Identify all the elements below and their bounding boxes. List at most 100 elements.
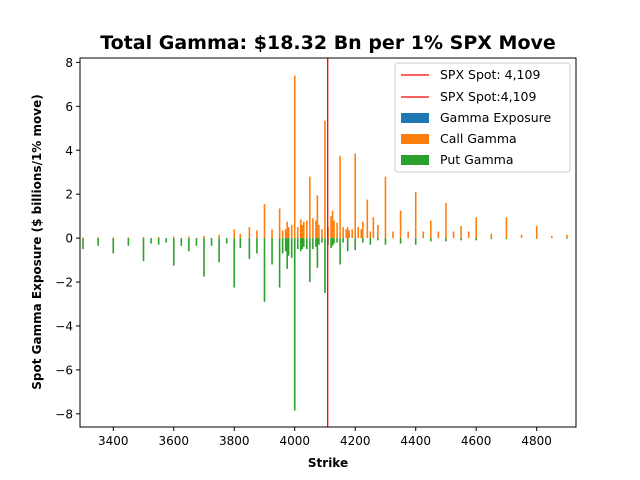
put-gamma-bar — [336, 238, 338, 243]
call-gamma-bar — [293, 75, 296, 239]
call-gamma-bar — [278, 208, 281, 239]
legend-label-call-gamma: Call Gamma — [440, 131, 517, 146]
call-gamma-bar — [309, 176, 311, 239]
call-gamma-bar — [263, 204, 266, 239]
put-gamma-bar — [278, 238, 281, 288]
put-gamma-bar — [475, 238, 477, 241]
put-gamma-bar — [296, 238, 299, 250]
chart-title: Total Gamma: $18.32 Bn per 1% SPX Move — [100, 32, 556, 54]
put-gamma-bar — [414, 238, 417, 245]
call-gamma-bar — [306, 220, 308, 239]
y-tick-label: −2 — [55, 276, 73, 290]
put-gamma-bar — [287, 238, 290, 256]
call-gamma-bar — [172, 236, 175, 239]
legend-label-spot-2: SPX Spot:4,109 — [440, 89, 536, 104]
put-gamma-bar — [333, 238, 335, 244]
put-gamma-bar — [566, 238, 568, 239]
call-gamma-bar — [203, 235, 205, 239]
put-gamma-bar — [293, 238, 296, 411]
x-tick-label: 4600 — [461, 434, 492, 448]
call-gamma-bar — [316, 195, 319, 239]
put-gamma-bar — [303, 238, 305, 247]
call-gamma-bar — [520, 234, 523, 239]
call-gamma-bar — [248, 227, 251, 239]
x-tick-label: 4800 — [521, 434, 552, 448]
put-gamma-bar — [331, 238, 334, 246]
call-gamma-bar — [233, 229, 236, 239]
call-gamma-bar — [281, 230, 284, 239]
call-gamma-bar — [490, 233, 493, 239]
put-gamma-bar — [306, 238, 308, 250]
y-tick-label: −8 — [55, 407, 73, 421]
put-gamma-bar — [271, 238, 273, 265]
call-gamma-bar — [475, 217, 477, 239]
put-gamma-bar — [284, 238, 287, 252]
call-gamma-bar — [551, 235, 553, 239]
put-gamma-bar — [127, 238, 130, 246]
legend-label-put-gamma: Put Gamma — [440, 152, 513, 167]
put-gamma-bar — [535, 238, 538, 239]
call-gamma-bar — [112, 237, 115, 239]
call-gamma-bar — [321, 229, 323, 239]
call-gamma-bar — [82, 237, 84, 239]
put-gamma-bar — [384, 238, 387, 245]
call-gamma-bar — [346, 227, 349, 239]
call-gamma-bar — [407, 231, 409, 239]
call-gamma-bar — [157, 237, 160, 239]
call-gamma-bar — [333, 220, 335, 239]
call-gamma-bar — [331, 210, 334, 239]
put-gamma-bar — [248, 238, 251, 259]
call-gamma-bar — [299, 219, 302, 239]
call-gamma-bar — [361, 221, 364, 239]
legend: SPX Spot: 4,109 SPX Spot:4,109 Gamma Exp… — [394, 62, 571, 173]
call-gamma-bar — [315, 220, 317, 239]
put-gamma-bar — [312, 238, 314, 250]
call-gamma-bar — [460, 226, 462, 239]
put-gamma-bar — [361, 238, 364, 243]
y-axis-label: Spot Gamma Exposure ($ billions/1% move) — [30, 94, 44, 389]
call-gamma-bar — [256, 230, 258, 239]
put-gamma-bar — [210, 238, 213, 246]
put-gamma-bar — [301, 238, 304, 250]
call-gamma-bar — [142, 237, 145, 239]
put-gamma-bar — [309, 238, 311, 283]
put-gamma-bar — [157, 238, 160, 245]
call-gamma-bar — [318, 224, 320, 239]
put-gamma-bar — [377, 238, 379, 241]
legend-swatch-put-gamma — [401, 155, 429, 165]
put-gamma-bar — [342, 238, 344, 243]
call-gamma-bar — [357, 227, 360, 239]
call-gamma-bar — [286, 221, 288, 239]
call-gamma-bar — [330, 216, 332, 239]
call-gamma-bar — [301, 224, 304, 239]
put-gamma-bar — [316, 238, 319, 268]
call-gamma-bar — [127, 237, 130, 239]
put-gamma-bar — [239, 238, 242, 248]
x-tick-label: 3800 — [219, 434, 250, 448]
put-gamma-bar — [299, 238, 302, 252]
call-gamma-bar — [290, 224, 293, 239]
call-gamma-bar — [342, 227, 344, 239]
legend-swatch-gamma-exposure — [401, 113, 429, 123]
y-tick-label: 8 — [65, 56, 73, 70]
call-gamma-bar — [384, 176, 387, 239]
put-gamma-bar — [97, 238, 99, 246]
put-gamma-bar — [218, 238, 220, 263]
plot-area — [82, 75, 568, 411]
call-gamma-bar — [348, 230, 350, 239]
call-gamma-bar — [566, 234, 568, 239]
put-gamma-bar — [165, 238, 167, 243]
put-gamma-bar — [321, 238, 323, 243]
call-gamma-bar — [188, 236, 190, 239]
call-gamma-bar — [437, 231, 440, 239]
call-gamma-bar — [336, 222, 338, 239]
call-gamma-bar — [422, 231, 425, 239]
put-gamma-bar — [112, 238, 115, 254]
legend-box — [394, 62, 571, 173]
call-gamma-bar — [354, 153, 357, 239]
legend-label-spot-1: SPX Spot: 4,109 — [440, 67, 540, 82]
put-gamma-bar — [354, 238, 357, 251]
call-gamma-bar — [445, 202, 447, 239]
put-gamma-bar — [339, 238, 341, 265]
